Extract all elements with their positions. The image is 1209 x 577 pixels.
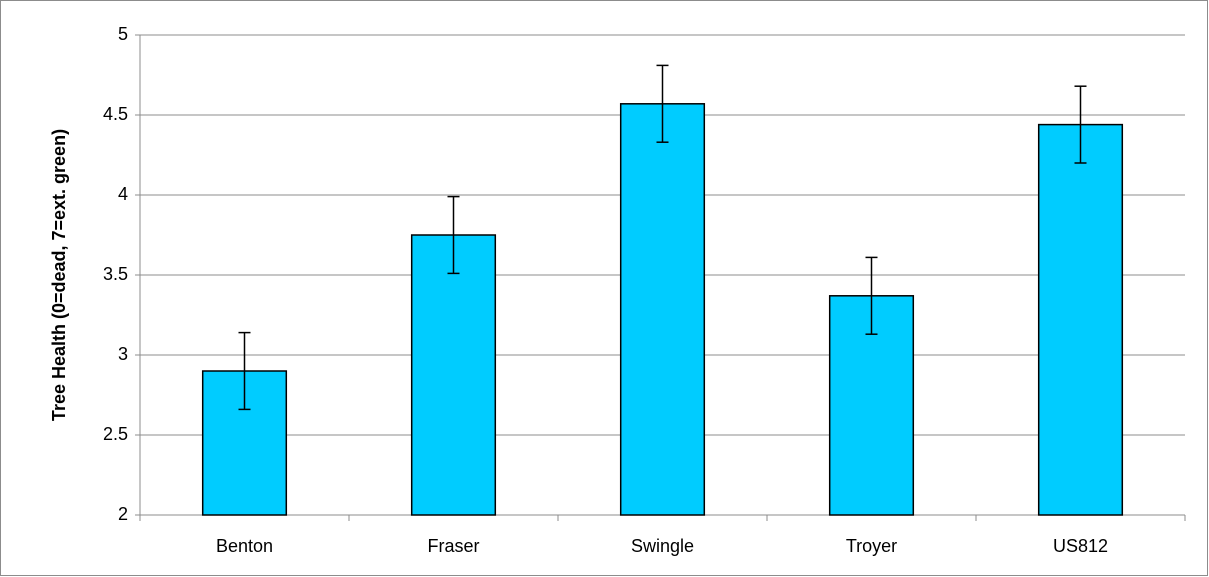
y-tick-label: 3.5 <box>103 264 128 284</box>
error-bar <box>656 64 669 143</box>
bar <box>410 234 497 516</box>
bar <box>1037 123 1124 516</box>
x-tick-label: Fraser <box>427 536 479 556</box>
error-bar <box>1074 85 1087 164</box>
x-tick-label: Troyer <box>846 536 897 556</box>
error-bar <box>865 256 878 335</box>
y-axis-label: Tree Health (0=dead, 7=ext. green) <box>49 129 69 421</box>
x-tick-label: US812 <box>1053 536 1108 556</box>
y-tick-label: 4 <box>118 184 128 204</box>
x-tick-label: Swingle <box>631 536 694 556</box>
y-tick-label: 2 <box>118 504 128 524</box>
bar <box>619 103 706 516</box>
y-tick-label: 5 <box>118 24 128 44</box>
error-bar <box>238 331 251 411</box>
y-tick-label: 4.5 <box>103 104 128 124</box>
error-bar <box>447 195 460 275</box>
x-tick-label: Benton <box>216 536 273 556</box>
y-tick-label: 3 <box>118 344 128 364</box>
y-tick-label: 2.5 <box>103 424 128 444</box>
